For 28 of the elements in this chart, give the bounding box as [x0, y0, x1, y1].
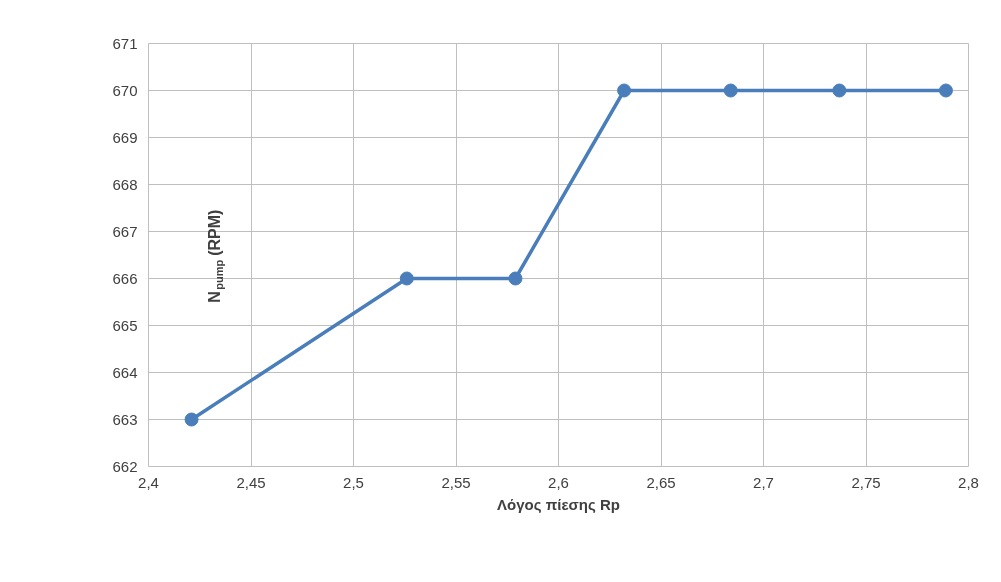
x-tick-label: 2,45	[236, 473, 266, 491]
x-tick-label: 2,65	[646, 473, 676, 491]
x-tick-label: 2,4	[138, 473, 159, 491]
y-tick-label: 669	[112, 128, 138, 146]
x-tick-label: 2,6	[548, 473, 569, 491]
point	[508, 271, 523, 286]
y-axis-title: Npump (RPM)	[206, 209, 225, 303]
y-tick-label: 668	[112, 175, 138, 193]
point	[832, 83, 847, 98]
point	[617, 83, 632, 98]
x-tick-label: 2,55	[441, 473, 471, 491]
point	[938, 83, 953, 98]
y-tick-label: 665	[112, 316, 138, 334]
x-tick-label: 2,5	[343, 473, 364, 491]
point	[184, 412, 199, 427]
x-tick-label: 2,7	[753, 473, 774, 491]
y-tick-label: 667	[112, 222, 138, 240]
y-tick-label: 666	[112, 269, 138, 287]
x-tick-label: 2,8	[958, 473, 979, 491]
x-tick-label: 2,75	[851, 473, 881, 491]
y-tick-label: 663	[112, 410, 138, 428]
x-axis-title: Λόγος πίεσης Rp	[497, 495, 620, 513]
y-tick-label: 662	[112, 457, 138, 475]
y-tick-label: 664	[112, 363, 138, 381]
y-tick-label: 671	[112, 34, 138, 52]
point	[399, 271, 414, 286]
y-tick-label: 670	[112, 81, 138, 99]
point	[723, 83, 738, 98]
